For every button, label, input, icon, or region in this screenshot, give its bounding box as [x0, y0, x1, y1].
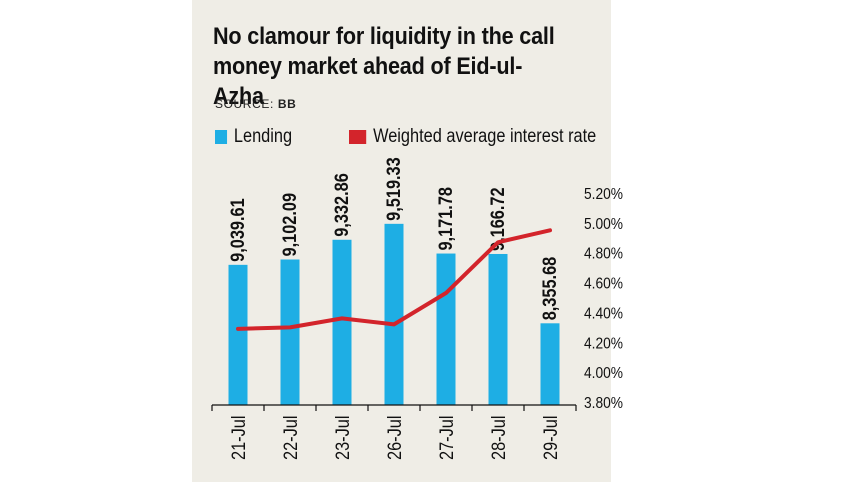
chart-title: No clamour for liquidity in the call mon…: [213, 23, 555, 110]
y-right-tick-label: 4.80%: [584, 245, 623, 263]
legend-item-interest-rate: Weighted average interest rate: [349, 125, 596, 149]
legend-label-lending: Lending: [233, 126, 293, 147]
bar-value-label: 9,102.09: [279, 193, 300, 257]
y-right-tick-label: 5.00%: [584, 215, 623, 233]
y-right-tick-label: 3.80%: [584, 394, 623, 412]
x-tick-label: 28-Jul: [488, 416, 509, 460]
bar-value-label: 8,355.68: [539, 257, 560, 321]
bar-lending: [540, 323, 560, 405]
legend-item-lending: Lending: [215, 125, 292, 149]
y-right-tick-label: 4.20%: [584, 334, 623, 352]
bar-lending: [280, 259, 300, 405]
bar-value-label: 9,166.72: [487, 187, 508, 251]
bar-lending: [436, 253, 456, 405]
y-right-tick-label: 4.60%: [584, 275, 623, 293]
source-value: BB: [277, 97, 297, 111]
x-tick-label: 26-Jul: [384, 416, 405, 460]
y-right-tick-label: 4.40%: [584, 304, 623, 322]
x-tick-label: 21-Jul: [228, 416, 249, 460]
bar-lending: [384, 223, 404, 405]
bar-lending: [488, 253, 508, 405]
bar-value-label: 9,171.78: [435, 187, 456, 251]
legend-swatch-lending: [215, 130, 228, 144]
x-tick-label: 29-Jul: [540, 416, 561, 460]
y-right-tick-label: 4.00%: [584, 364, 623, 382]
x-tick-label: 23-Jul: [332, 416, 353, 460]
bar-value-label: 9,332.86: [331, 173, 352, 237]
x-tick-label: 22-Jul: [280, 416, 301, 460]
legend-label-interest-rate: Weighted average interest rate: [373, 126, 597, 147]
bar-lending: [332, 239, 352, 405]
y-right-tick-label: 5.20%: [584, 185, 623, 203]
bar-lending: [228, 264, 248, 405]
bar-value-label: 9,039.61: [227, 198, 248, 262]
bar-value-label: 9,519.33: [383, 157, 404, 221]
x-tick-label: 27-Jul: [436, 416, 457, 460]
source-line: SOURCE: BB: [215, 97, 296, 111]
source-label: SOURCE:: [215, 97, 274, 111]
legend-swatch-interest-rate: [349, 130, 367, 144]
